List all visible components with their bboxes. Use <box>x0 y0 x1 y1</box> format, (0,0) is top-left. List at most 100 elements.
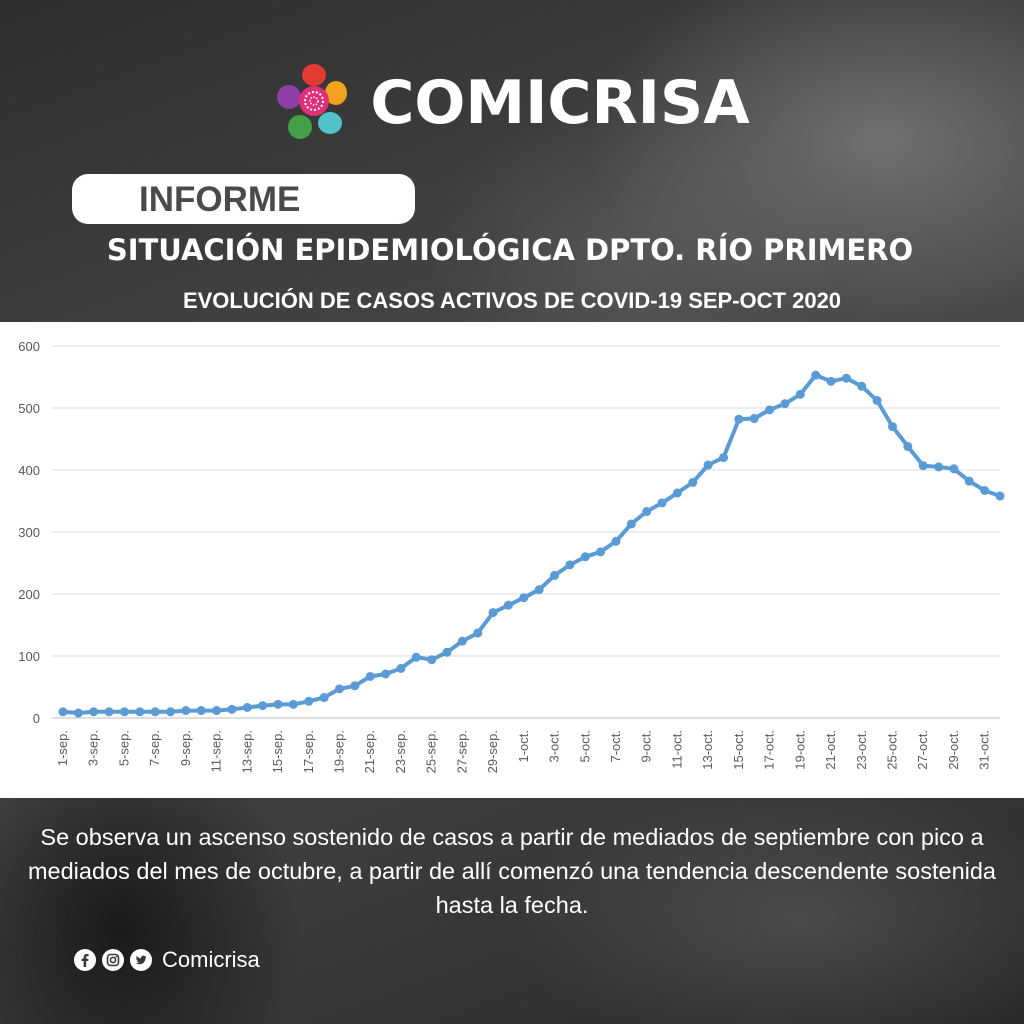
data-point <box>626 519 636 529</box>
x-tick-label: 5-sep. <box>116 730 131 766</box>
report-label-pill: INFORME <box>72 174 415 224</box>
data-point <box>273 699 283 709</box>
facebook-icon[interactable] <box>74 949 96 971</box>
data-point <box>749 414 759 424</box>
x-tick-label: 25-oct. <box>884 730 899 770</box>
data-point <box>73 708 83 718</box>
x-tick-label: 31-oct. <box>977 730 992 770</box>
data-point <box>150 707 160 717</box>
data-point <box>288 699 298 709</box>
data-point <box>596 547 606 557</box>
data-point <box>334 684 344 694</box>
x-tick-label: 21-oct. <box>823 730 838 770</box>
data-point <box>166 707 176 717</box>
x-tick-label: 27-sep. <box>454 730 469 773</box>
data-point <box>534 585 544 595</box>
report-label: INFORME <box>139 180 301 219</box>
data-point <box>304 696 314 706</box>
twitter-icon[interactable] <box>130 949 152 971</box>
x-tick-label: 19-oct. <box>792 730 807 770</box>
x-tick-label: 5-oct. <box>577 730 592 763</box>
x-tick-label: 21-sep. <box>362 730 377 773</box>
x-tick-label: 9-sep. <box>178 730 193 766</box>
data-point <box>703 460 713 470</box>
chart-subtitle: EVOLUCIÓN DE CASOS ACTIVOS DE COVID-19 S… <box>182 288 842 313</box>
data-point <box>258 701 268 711</box>
data-point <box>918 461 928 471</box>
data-point <box>503 600 513 610</box>
data-point <box>519 593 529 603</box>
data-point <box>242 702 252 712</box>
data-point <box>350 681 360 691</box>
instagram-icon[interactable] <box>102 949 124 971</box>
data-point <box>427 655 437 665</box>
data-point <box>857 381 867 391</box>
y-tick-label: 500 <box>18 401 40 416</box>
x-tick-label: 25-sep. <box>424 730 439 773</box>
data-point <box>964 476 974 486</box>
x-tick-label: 13-oct. <box>700 730 715 770</box>
social-handle: Comicrisa <box>162 947 260 972</box>
data-point <box>934 462 944 472</box>
y-tick-label: 400 <box>18 463 40 478</box>
data-point <box>212 706 222 716</box>
chart-panel: 0 100 200 300 400 500 600 1-sep. 3-sep. 5-sep. 7-… <box>0 322 1024 798</box>
x-tick-label: 11-sep. <box>209 730 224 772</box>
data-point <box>949 464 959 474</box>
data-point <box>995 491 1005 501</box>
data-point <box>826 376 836 386</box>
data-point <box>104 707 114 717</box>
data-point <box>903 441 913 451</box>
x-tick-label: 19-sep. <box>331 730 346 773</box>
x-tick-label: 7-oct. <box>608 730 623 763</box>
data-point <box>780 399 790 409</box>
y-tick-label: 200 <box>18 587 40 602</box>
data-point <box>135 707 145 717</box>
brand-name: COMICRISA <box>370 67 750 138</box>
data-point <box>119 707 129 717</box>
data-point <box>611 536 621 546</box>
x-tick-label: 1-sep. <box>55 730 70 766</box>
data-point <box>442 647 452 657</box>
y-tick-label: 300 <box>18 525 40 540</box>
page-title: SITUACIÓN EPIDEMIOLÓGICA DPTO. RÍO PRIME… <box>106 233 914 267</box>
data-point <box>565 560 575 570</box>
data-point <box>580 552 590 562</box>
data-point <box>196 706 206 716</box>
data-point <box>841 373 851 383</box>
x-tick-label: 3-oct. <box>547 730 562 763</box>
x-tick-label: 15-sep. <box>270 730 285 773</box>
x-tick-label: 17-sep. <box>301 730 316 773</box>
x-tick-label: 13-sep. <box>239 730 254 773</box>
x-tick-label: 23-sep. <box>393 730 408 773</box>
data-point <box>872 396 882 406</box>
x-tick-label: 29-oct. <box>946 730 961 770</box>
data-point <box>58 707 68 717</box>
data-point <box>657 498 667 508</box>
data-point <box>365 671 375 681</box>
brand-header: COMICRISA <box>0 55 1024 150</box>
x-tick-label: 27-oct. <box>915 730 930 770</box>
series-line <box>62 373 1001 715</box>
data-point <box>765 405 775 415</box>
x-tick-label: 23-oct. <box>854 730 869 770</box>
y-tick-label: 100 <box>18 649 40 664</box>
data-point <box>488 608 498 618</box>
data-point <box>457 636 467 646</box>
x-tick-label: 29-sep. <box>485 730 500 773</box>
data-point <box>980 485 990 495</box>
data-point <box>811 370 821 380</box>
x-tick-label: 17-oct. <box>762 730 777 770</box>
y-tick-label: 600 <box>18 339 40 354</box>
data-point <box>795 389 805 399</box>
data-point <box>642 507 652 517</box>
data-point <box>227 704 237 714</box>
data-point <box>473 628 483 638</box>
x-tick-label: 11-oct. <box>669 730 684 769</box>
data-point <box>319 693 329 703</box>
y-tick-label: 0 <box>33 711 40 726</box>
social-bar: Comicrisa <box>74 945 260 975</box>
data-point <box>672 488 682 498</box>
comicrisa-logo-icon <box>277 63 348 139</box>
x-tick-label: 9-oct. <box>639 730 654 763</box>
